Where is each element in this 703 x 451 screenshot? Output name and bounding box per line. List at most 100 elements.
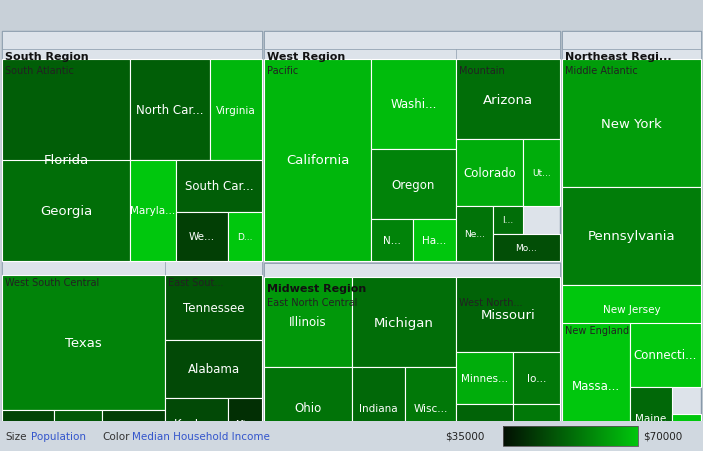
Bar	[602, 426, 603, 446]
Bar	[580, 426, 581, 446]
Text: New Jersey: New Jersey	[602, 304, 660, 314]
Bar	[606, 426, 607, 446]
Bar	[2, 32, 262, 449]
Bar	[512, 426, 513, 446]
Bar	[626, 426, 627, 446]
Text: Maine: Maine	[636, 413, 666, 423]
Bar	[618, 426, 619, 446]
Text: Arizona: Arizona	[483, 93, 533, 106]
Bar	[543, 426, 544, 446]
Bar	[545, 426, 546, 446]
Bar	[264, 32, 560, 50]
Bar	[564, 426, 565, 446]
Bar	[130, 60, 210, 161]
Bar	[559, 426, 560, 446]
Bar	[0, 421, 703, 451]
Bar	[633, 426, 634, 446]
Text: West Region: West Region	[267, 52, 345, 62]
Bar	[507, 426, 508, 446]
Bar	[562, 32, 701, 449]
Bar	[562, 323, 630, 449]
Bar	[413, 220, 456, 262]
Bar	[456, 50, 560, 64]
Text: Northeast Regi...: Northeast Regi...	[565, 52, 671, 62]
Bar	[553, 426, 554, 446]
Bar	[510, 426, 511, 446]
Bar	[619, 426, 620, 446]
Bar	[562, 285, 701, 333]
Bar	[2, 50, 262, 64]
Bar	[264, 277, 352, 367]
Text: Mountain: Mountain	[459, 66, 505, 76]
Bar	[530, 426, 531, 446]
Text: Minnes...: Minnes...	[461, 373, 508, 383]
Bar	[610, 426, 611, 446]
Bar	[102, 410, 165, 449]
Bar	[625, 426, 626, 446]
Text: Nebr...: Nebr...	[520, 422, 554, 432]
Bar	[264, 263, 560, 449]
Text: South Car...: South Car...	[185, 180, 253, 193]
Bar	[541, 426, 542, 446]
Bar	[597, 426, 598, 446]
Bar	[560, 426, 561, 446]
Bar	[595, 426, 596, 446]
Bar	[130, 161, 176, 262]
Bar	[517, 426, 518, 446]
Bar	[516, 426, 517, 446]
Text: East North Central: East North Central	[267, 297, 357, 307]
Bar	[542, 426, 543, 446]
Bar	[562, 32, 701, 50]
Text: Ark...: Ark...	[120, 424, 148, 434]
Bar	[371, 150, 456, 220]
Bar	[405, 367, 456, 449]
Bar	[456, 207, 493, 262]
Bar	[493, 235, 560, 262]
Bar	[582, 426, 583, 446]
Bar	[549, 426, 550, 446]
Text: Connecti...: Connecti...	[634, 349, 697, 362]
Bar	[165, 340, 262, 398]
Bar	[555, 426, 556, 446]
Bar	[506, 426, 507, 446]
Bar	[611, 426, 612, 446]
Text: We...: We...	[189, 232, 215, 242]
Text: Louisiana: Louisiana	[4, 424, 53, 434]
Bar	[2, 276, 165, 410]
Bar	[561, 426, 562, 446]
Text: Ut...: Ut...	[532, 169, 551, 178]
Bar	[601, 426, 602, 446]
Bar	[574, 426, 575, 446]
Bar	[593, 426, 594, 446]
Bar	[599, 426, 600, 446]
Text: D...: D...	[237, 232, 253, 241]
Bar	[581, 426, 582, 446]
Bar	[522, 426, 523, 446]
Text: Wisc...: Wisc...	[413, 403, 448, 413]
Bar	[615, 426, 616, 446]
Bar	[519, 426, 520, 446]
Bar	[632, 426, 633, 446]
Bar	[210, 60, 262, 161]
Bar	[548, 426, 549, 446]
Bar	[567, 426, 568, 446]
Text: Georgia: Georgia	[40, 205, 92, 217]
Text: New England: New England	[565, 325, 629, 335]
Bar	[264, 60, 371, 262]
Bar	[586, 426, 587, 446]
Bar	[54, 410, 102, 449]
Bar	[456, 140, 523, 207]
Bar	[518, 426, 519, 446]
Text: Texas: Texas	[65, 336, 102, 349]
Bar	[635, 426, 636, 446]
Text: Io...: Io...	[527, 373, 546, 383]
Text: Massa...: Massa...	[572, 380, 620, 393]
Bar	[588, 426, 589, 446]
Bar	[534, 426, 535, 446]
Bar	[524, 426, 525, 446]
Text: N...: N...	[383, 235, 401, 245]
Bar	[521, 426, 522, 446]
Bar	[551, 426, 552, 446]
Bar	[540, 426, 541, 446]
Text: Size: Size	[5, 431, 27, 441]
